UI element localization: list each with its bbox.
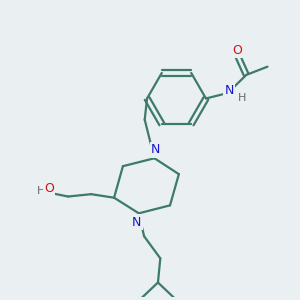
Text: O: O [232,44,242,57]
Text: N: N [151,143,160,157]
Text: N: N [132,216,141,229]
Text: O: O [44,182,54,195]
Text: N: N [224,84,234,97]
Text: H: H [238,94,246,103]
Text: H: H [37,186,45,196]
